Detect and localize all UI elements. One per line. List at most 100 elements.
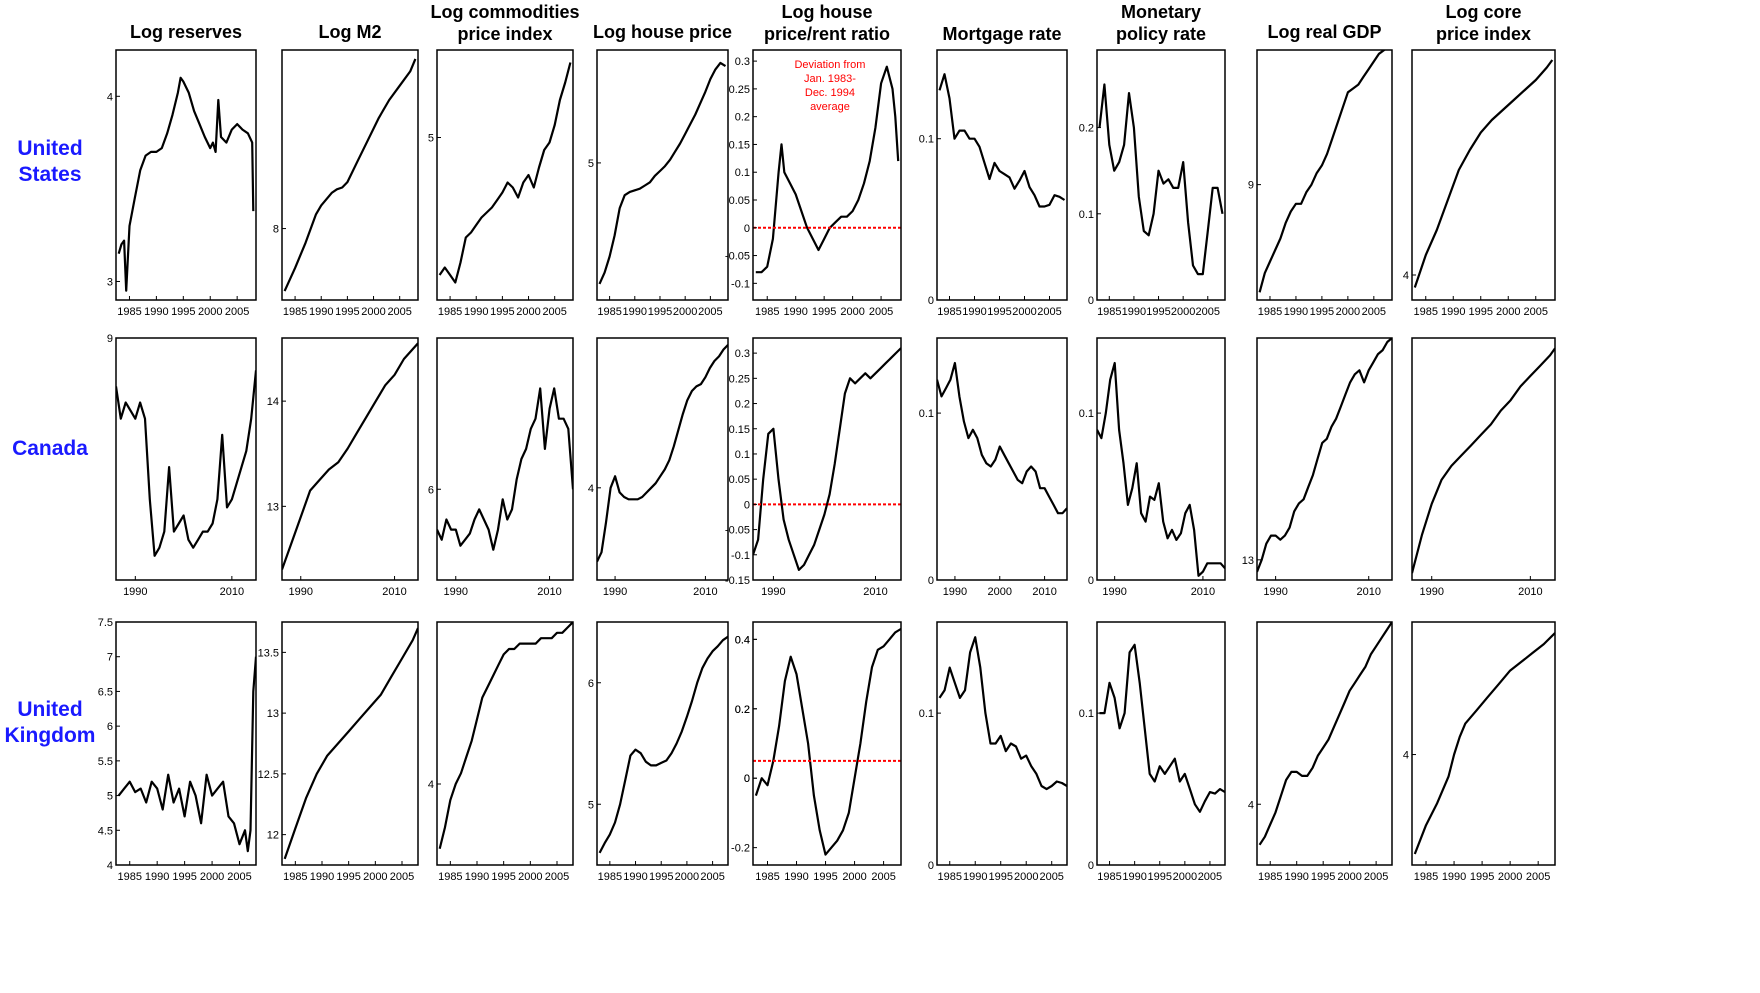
x-tick-label: 2000 bbox=[198, 306, 222, 318]
y-tick-label: 8 bbox=[273, 224, 279, 236]
plot-frame bbox=[436, 337, 574, 581]
x-tick-label: 2010 bbox=[1032, 586, 1056, 598]
plot-frame bbox=[936, 621, 1068, 866]
panel-0-7: 1985 1990 1995 2000 2005 9 bbox=[1248, 49, 1393, 318]
x-tick-label: 1995 bbox=[812, 306, 836, 318]
x-tick-label: 1990 bbox=[1442, 871, 1466, 883]
panel-1-6: 1990 2010 0 0.1 bbox=[1079, 337, 1226, 598]
y-tick-label: 5.5 bbox=[98, 756, 113, 768]
x-tick-label: 2005 bbox=[1362, 306, 1386, 318]
panel-1-3: 1990 2010 4 bbox=[588, 337, 729, 598]
annotation-text: Deviation from bbox=[794, 59, 865, 71]
y-tick-label: 4 bbox=[1403, 270, 1409, 282]
y-tick-label: 13 bbox=[267, 501, 279, 513]
x-tick-label: 2005 bbox=[542, 306, 566, 318]
x-tick-label: 2010 bbox=[537, 586, 561, 598]
x-tick-label: 2000 bbox=[200, 871, 224, 883]
y-tick-label: 9 bbox=[1248, 180, 1254, 192]
series-line bbox=[1258, 50, 1387, 293]
y-tick-label: 0.2 bbox=[735, 112, 750, 124]
x-tick-label: 1985 bbox=[937, 306, 961, 318]
x-tick-label: 1990 bbox=[1102, 586, 1126, 598]
x-tick-label: 1990 bbox=[962, 306, 986, 318]
panel-2-8: 1985 1990 1995 2000 2005 4 bbox=[1403, 621, 1556, 883]
x-tick-label: 1990 bbox=[310, 871, 334, 883]
series-line bbox=[1097, 361, 1225, 577]
x-tick-label: 2000 bbox=[1012, 306, 1036, 318]
x-tick-label: 1995 bbox=[1469, 306, 1493, 318]
x-tick-label: 1995 bbox=[987, 306, 1011, 318]
series-line bbox=[598, 61, 727, 285]
x-tick-label: 1990 bbox=[623, 306, 647, 318]
plot-frame bbox=[1256, 49, 1393, 301]
y-tick-label: 6 bbox=[588, 678, 594, 690]
panel-2-6: 1985 1990 1995 2000 2005 0 0.1 bbox=[1079, 621, 1226, 883]
x-tick-label: 1995 bbox=[1311, 871, 1335, 883]
column-title: Log core bbox=[1445, 2, 1521, 22]
y-tick-label: 0.1 bbox=[919, 708, 934, 720]
plot-frame bbox=[936, 337, 1068, 581]
series-line bbox=[283, 627, 418, 860]
plot-frame bbox=[1096, 621, 1226, 866]
x-tick-label: 2000 bbox=[1336, 306, 1360, 318]
y-tick-label: -0.15 bbox=[725, 575, 750, 587]
x-tick-label: 2000 bbox=[675, 871, 699, 883]
x-tick-label: 1985 bbox=[438, 871, 462, 883]
annotation-text: average bbox=[810, 101, 850, 113]
x-tick-label: 2000 bbox=[1173, 871, 1197, 883]
plot-frame bbox=[1411, 621, 1556, 866]
x-tick-label: 1990 bbox=[761, 586, 785, 598]
panel-0-6: 1985 1990 1995 2000 2005 0 0.1 0.2 bbox=[1079, 49, 1226, 318]
series-line bbox=[117, 76, 255, 292]
x-tick-label: 1990 bbox=[603, 586, 627, 598]
y-tick-label: 0.15 bbox=[729, 139, 750, 151]
y-tick-label: 13 bbox=[267, 708, 279, 720]
plot-frame bbox=[936, 49, 1068, 301]
x-tick-label: 1995 bbox=[648, 306, 672, 318]
panel-2-1: 1985 1990 1995 2000 2005 12 12.5 13 13.5 bbox=[258, 621, 419, 883]
x-tick-label: 2005 bbox=[871, 871, 895, 883]
panel-1-2: 1990 2010 6 bbox=[428, 337, 574, 598]
x-tick-label: 1985 bbox=[283, 306, 307, 318]
x-tick-label: 1985 bbox=[1258, 871, 1282, 883]
column-title: policy rate bbox=[1116, 24, 1206, 44]
x-tick-label: 1990 bbox=[1122, 871, 1146, 883]
x-tick-label: 1985 bbox=[597, 306, 621, 318]
y-tick-label: 0 bbox=[1088, 860, 1094, 872]
y-tick-label: 0.3 bbox=[735, 56, 750, 68]
y-tick-label: 4 bbox=[428, 779, 434, 791]
column-title: price index bbox=[457, 24, 552, 44]
x-tick-label: 1995 bbox=[171, 306, 195, 318]
y-tick-label: 0.1 bbox=[735, 449, 750, 461]
y-tick-label: 0.1 bbox=[1079, 408, 1094, 420]
series-line bbox=[938, 636, 1067, 791]
x-tick-label: 1985 bbox=[117, 306, 141, 318]
series-line bbox=[116, 370, 256, 557]
row-label: States bbox=[18, 163, 81, 186]
plot-frame bbox=[281, 49, 419, 301]
series-line bbox=[937, 361, 1067, 515]
x-tick-label: 2005 bbox=[869, 306, 893, 318]
y-tick-label: 4 bbox=[1403, 750, 1409, 762]
row-label: Canada bbox=[12, 437, 88, 460]
y-tick-label: 5 bbox=[428, 133, 434, 145]
panel-2-3: 1985 1990 1995 2000 2005 5 6 bbox=[588, 621, 729, 883]
plot-frame bbox=[1096, 337, 1226, 581]
y-tick-label: 0 bbox=[928, 575, 934, 587]
y-tick-label: 5 bbox=[588, 158, 594, 170]
panel-1-8: 1990 2010 bbox=[1411, 337, 1556, 598]
annotation-text: Jan. 1983- bbox=[804, 73, 856, 85]
x-tick-label: 2005 bbox=[1039, 871, 1063, 883]
y-tick-label: 13.5 bbox=[258, 647, 279, 659]
x-tick-label: 1995 bbox=[1146, 306, 1170, 318]
series-line bbox=[438, 622, 573, 850]
x-tick-label: 1990 bbox=[1263, 586, 1287, 598]
y-tick-label: 0.2 bbox=[735, 704, 750, 716]
series-line bbox=[283, 58, 417, 292]
x-tick-label: 1990 bbox=[784, 871, 808, 883]
y-tick-label: 3 bbox=[107, 276, 113, 288]
x-tick-label: 2000 bbox=[842, 871, 866, 883]
panel-0-5: 1985 1990 1995 2000 2005 0 0.1 bbox=[919, 49, 1068, 318]
y-tick-label: -0.1 bbox=[731, 550, 750, 562]
x-tick-label: 2005 bbox=[545, 871, 569, 883]
